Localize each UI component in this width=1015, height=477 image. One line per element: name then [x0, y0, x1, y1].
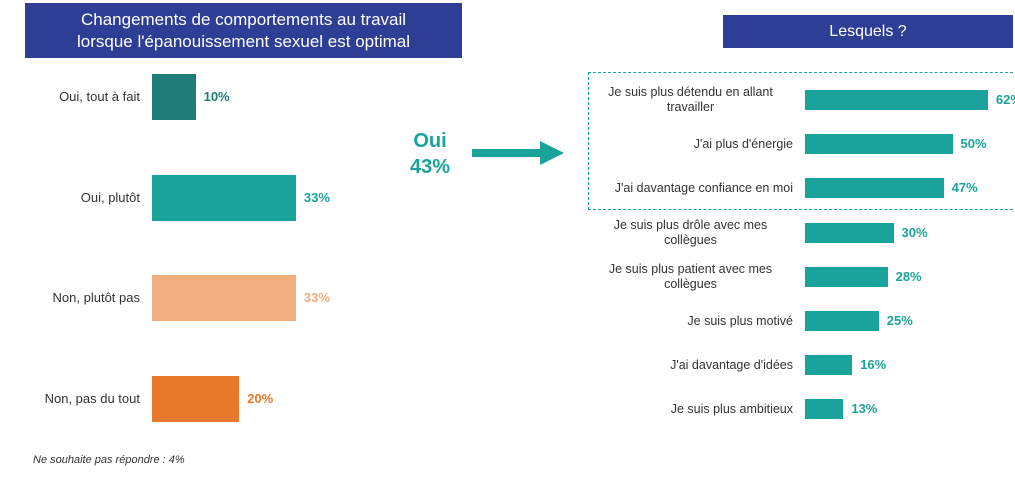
bar: [152, 74, 196, 120]
value-label: 30%: [901, 224, 928, 240]
category-label-wrap: J'ai davantage d'idées: [563, 349, 793, 381]
arrow: [472, 141, 564, 165]
category-label-wrap: J'ai plus d'énergie: [563, 128, 793, 160]
bar: [152, 174, 296, 221]
bar: [805, 178, 944, 199]
category-label: J'ai davantage d'idées: [670, 357, 793, 372]
bar: [805, 311, 879, 331]
category-label-wrap: J'ai davantage confiance en moi: [563, 172, 793, 204]
bar: [152, 375, 240, 422]
bar: [152, 275, 296, 321]
bar: [805, 355, 853, 376]
category-label: J'ai davantage confiance en moi: [614, 180, 793, 195]
category-label: J'ai plus d'énergie: [693, 136, 793, 151]
chart-title: Changements de comportements au travail: [80, 10, 407, 29]
category-label-wrap: Je suis plus ambitieux: [563, 393, 793, 425]
value-label: 33%: [303, 189, 330, 205]
chart-subtitle: lorsque l'épanouissement sexuel est opti…: [76, 32, 411, 51]
category-label: Non, plutôt pas: [52, 290, 140, 305]
category-label: Je suis plus patient avec mes collègues: [608, 261, 773, 291]
right-title-box: Lesquels ?: [723, 15, 1013, 48]
bar: [805, 134, 953, 155]
annotation-value: 43%: [409, 156, 451, 178]
category-label: Oui, plutôt: [80, 189, 140, 205]
value-label: 13%: [851, 401, 878, 417]
bar: [805, 266, 888, 287]
annotation-label: Oui: [413, 130, 447, 152]
value-label: 50%: [960, 136, 987, 152]
chart-title: Lesquels ?: [829, 23, 907, 40]
category-label-wrap: Je suis plus motivé: [563, 305, 793, 337]
bar: [805, 90, 988, 110]
category-label: Non, pas du tout: [44, 390, 140, 406]
value-label: 33%: [303, 290, 330, 305]
footnote: Ne souhaite pas répondre : 4%: [33, 454, 185, 466]
value-label: 25%: [886, 313, 913, 328]
highlight-box: [588, 72, 1015, 210]
category-label-wrap: Je suis plus détendu en allant travaille…: [563, 84, 793, 116]
category-label: Je suis plus détendu en allant travaille…: [608, 85, 773, 114]
category-label-wrap: Je suis plus drôle avec mes collègues: [563, 217, 793, 249]
value-label: 20%: [247, 390, 274, 406]
value-label: 16%: [860, 357, 887, 373]
category-label-wrap: Je suis plus patient avec mes collègues: [563, 261, 793, 293]
bar: [805, 222, 894, 243]
value-label: 28%: [895, 268, 922, 284]
category-label: Je suis plus drôle avec mes collègues: [613, 217, 768, 247]
bar: [805, 399, 844, 420]
annotation: Oui 43%: [395, 128, 465, 180]
category-label: Je suis plus motivé: [687, 313, 793, 328]
value-label: 10%: [203, 89, 230, 104]
category-label: Je suis plus ambitieux: [670, 401, 793, 416]
category-label: Oui, tout à fait: [59, 89, 140, 104]
left-title-box: Changements de comportements au travail …: [25, 3, 462, 58]
value-label: 47%: [951, 180, 978, 196]
value-label: 62%: [995, 92, 1015, 107]
